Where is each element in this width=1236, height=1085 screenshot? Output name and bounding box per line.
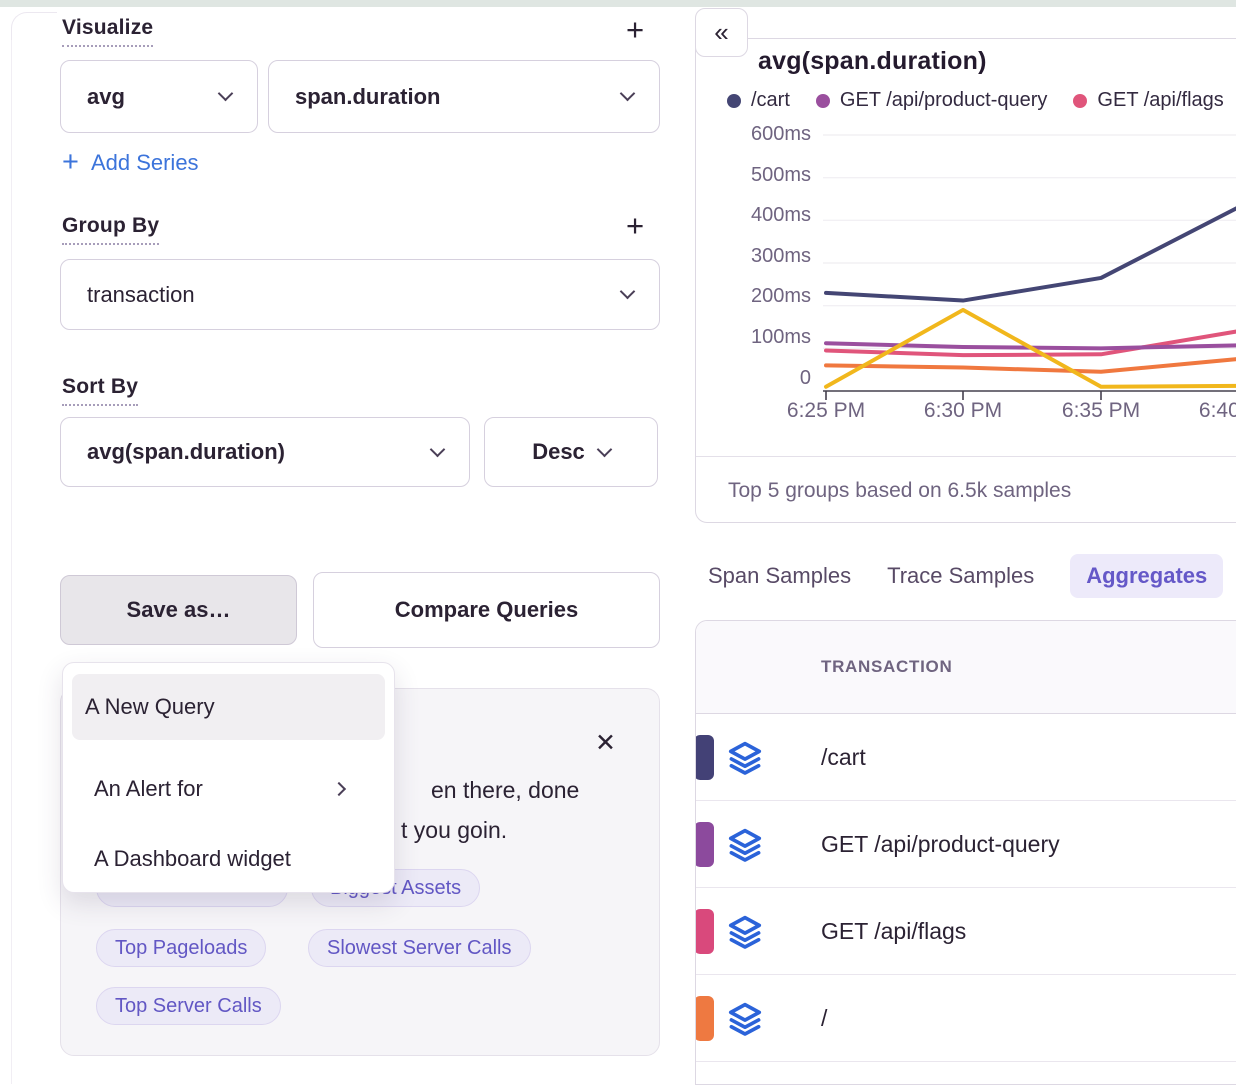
layers-icon: [726, 1000, 764, 1043]
group-by-select[interactable]: transaction: [60, 259, 660, 330]
card-text-fragment-2: t you goin.: [401, 817, 508, 843]
series-color-bar: [696, 822, 714, 867]
sort-field-select[interactable]: avg(span.duration): [60, 417, 470, 487]
chart-panel: avg(span.duration) /cart GET /api/produc…: [695, 38, 1236, 523]
sort-direction-value: Desc: [532, 439, 585, 464]
menu-item-highlight: [72, 674, 385, 740]
series-color-bar: [696, 996, 714, 1041]
transaction-name: /cart: [821, 743, 866, 770]
legend-dot: [1073, 93, 1088, 108]
chart-title: avg(span.duration): [758, 47, 987, 75]
table-row[interactable]: GET /api/flags: [696, 888, 1236, 975]
line-chart-plot[interactable]: [823, 129, 1236, 401]
y-tick-300: 300ms: [750, 245, 811, 267]
close-icon[interactable]: ✕: [595, 729, 616, 757]
visualize-heading: Visualize: [62, 16, 154, 47]
chevron-down-icon: [429, 441, 446, 457]
y-tick-500: 500ms: [750, 164, 811, 186]
menu-item-alert[interactable]: An Alert for: [63, 758, 394, 820]
column-header-transaction[interactable]: TRANSACTION: [821, 657, 953, 676]
menu-item-label: An Alert for: [94, 776, 203, 801]
y-tick-200: 200ms: [750, 285, 811, 307]
add-visualize-icon[interactable]: +: [626, 12, 645, 47]
chart-footer-divider: [696, 456, 1236, 457]
chart-legend: /cart GET /api/product-query GET /api/fl…: [727, 89, 1235, 112]
menu-item-new-query[interactable]: A New Query: [63, 674, 394, 740]
table-row-partial[interactable]: [696, 1062, 1236, 1084]
table-header-row: TRANSACTION: [696, 621, 1236, 714]
layers-icon: [726, 739, 764, 782]
menu-item-dashboard-widget[interactable]: A Dashboard widget: [63, 828, 394, 890]
chevron-right-icon: [331, 781, 347, 797]
page-corner-edge: [11, 12, 57, 58]
aggregates-table: TRANSACTION /cart GET /api/product-query…: [695, 620, 1236, 1085]
tab-aggregates[interactable]: Aggregates: [1070, 554, 1224, 598]
y-tick-600: 600ms: [750, 123, 811, 145]
plus-icon: +: [62, 146, 79, 178]
legend-item[interactable]: GET /api/product-query: [815, 89, 1048, 112]
group-by-value: transaction: [87, 281, 195, 307]
chevron-down-icon: [596, 441, 613, 457]
sort-by-heading: Sort By: [62, 375, 139, 406]
suggestion-pill-top-server-calls[interactable]: Top Server Calls: [96, 987, 281, 1025]
legend-item[interactable]: /cart: [727, 89, 790, 112]
x-tick-640: 6:40 PM: [1198, 399, 1236, 422]
card-text-fragment-1: en there, done: [431, 777, 580, 803]
page-left-edge: [11, 40, 12, 1084]
table-row[interactable]: GET /api/product-query: [696, 801, 1236, 888]
y-tick-100: 100ms: [750, 326, 811, 348]
transaction-name: /: [821, 1004, 828, 1031]
transaction-name: GET /api/flags: [821, 917, 967, 944]
chevron-down-icon: [217, 85, 234, 102]
save-as-menu: A New Query An Alert for A Dashboard wid…: [62, 662, 395, 893]
layers-icon: [726, 826, 764, 869]
series-color-bar: [696, 735, 714, 780]
save-as-button[interactable]: Save as…: [60, 575, 297, 645]
series-color-bar: [696, 909, 714, 954]
table-row[interactable]: /: [696, 975, 1236, 1062]
x-tick-625: 6:25 PM: [786, 399, 866, 422]
legend-label: /cart: [751, 89, 790, 111]
transaction-name: GET /api/product-query: [821, 830, 1060, 857]
tab-trace-samples[interactable]: Trace Samples: [887, 563, 1035, 588]
sort-direction-select[interactable]: Desc: [484, 417, 658, 487]
x-tick-630: 6:30 PM: [923, 399, 1003, 422]
y-tick-0: 0: [799, 367, 811, 389]
table-row[interactable]: /cart: [696, 714, 1236, 801]
x-tick-635: 6:35 PM: [1061, 399, 1141, 422]
legend-dot: [727, 93, 741, 108]
y-tick-400: 400ms: [750, 204, 811, 226]
legend-label: GET /api/flags: [1097, 89, 1224, 111]
aggregate-value: avg: [87, 83, 125, 109]
add-series-label: Add Series: [90, 149, 199, 175]
add-series-button[interactable]: + Add Series: [62, 148, 199, 177]
legend-dot: [815, 93, 830, 108]
field-select[interactable]: span.duration: [268, 60, 660, 133]
chart-footer-text: Top 5 groups based on 6.5k samples: [728, 479, 1072, 502]
legend-item[interactable]: GET /api/flags: [1073, 89, 1224, 112]
compare-queries-button[interactable]: Compare Queries: [313, 572, 660, 648]
menu-item-label: A New Query: [85, 694, 215, 719]
add-group-by-icon[interactable]: +: [626, 208, 645, 243]
collapse-icon: «: [714, 17, 729, 47]
layers-icon: [726, 913, 764, 956]
menu-item-label: A Dashboard widget: [94, 846, 291, 871]
aggregate-select[interactable]: avg: [60, 60, 258, 133]
tab-span-samples[interactable]: Span Samples: [708, 563, 852, 588]
chevron-down-icon: [619, 283, 636, 300]
group-by-heading: Group By: [62, 214, 160, 245]
chevron-down-icon: [619, 85, 636, 102]
suggestion-pill-slowest-server-calls[interactable]: Slowest Server Calls: [308, 929, 531, 967]
sort-field-value: avg(span.duration): [87, 439, 286, 464]
collapse-panel-button[interactable]: «: [695, 8, 748, 57]
suggestion-pill-top-pageloads[interactable]: Top Pageloads: [96, 929, 267, 967]
legend-label: GET /api/product-query: [839, 89, 1048, 111]
browser-top-strip: [0, 0, 1236, 7]
samples-tabs: Span Samples Trace Samples Aggregates: [708, 552, 1224, 600]
field-value: span.duration: [295, 83, 441, 109]
